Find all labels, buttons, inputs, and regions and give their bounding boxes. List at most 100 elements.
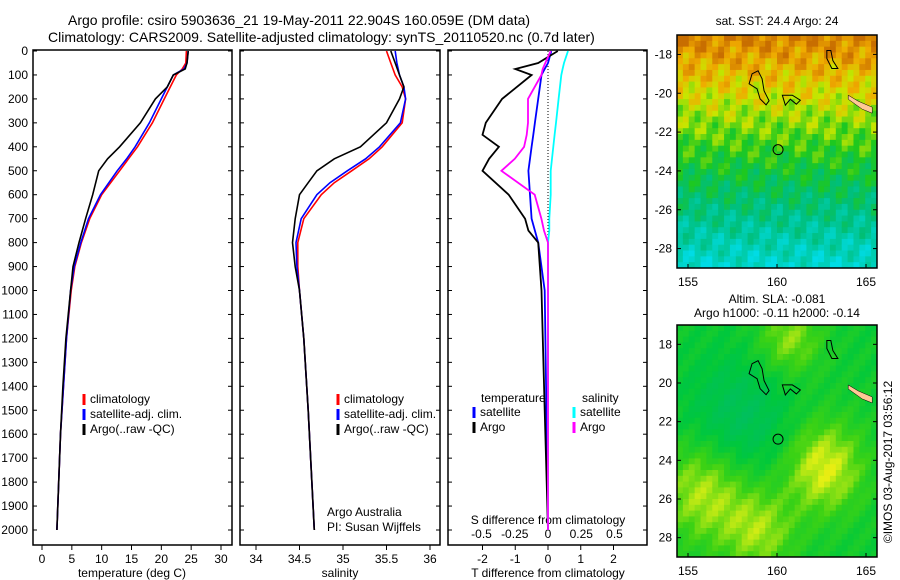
map-cell [806, 539, 813, 546]
map-cell [865, 499, 872, 506]
map-cell [682, 40, 690, 48]
map-cell [835, 238, 843, 246]
map-cell [765, 174, 772, 182]
map-cell [824, 35, 831, 42]
map-cell [806, 87, 813, 94]
map-cell [729, 545, 737, 552]
map-cell [729, 412, 737, 419]
map-cell [712, 475, 719, 483]
map-cell [735, 157, 743, 164]
map-cell [859, 371, 866, 378]
map-cell [841, 394, 849, 401]
map-cell [700, 510, 707, 517]
map-cell [788, 510, 796, 517]
map-cell [777, 180, 784, 187]
map-cell [712, 198, 719, 205]
map-cell [700, 487, 707, 494]
map-cell [871, 250, 878, 257]
map-cell [741, 481, 749, 488]
map-cell [741, 52, 749, 59]
map-cell [771, 145, 778, 153]
map-cell [694, 446, 702, 454]
map-cell [812, 412, 819, 419]
map-cell [771, 325, 778, 332]
map-cell [859, 406, 866, 413]
map-cell [735, 52, 743, 59]
map-cell [729, 186, 737, 193]
map-cell [765, 516, 772, 523]
map-cell [694, 522, 702, 529]
map-cell [688, 151, 696, 158]
depth-tick-label: 700 [8, 212, 28, 226]
map-cell [859, 441, 866, 448]
map-cell [747, 412, 754, 419]
map-cell [741, 406, 749, 413]
map-cell [688, 510, 696, 517]
map-cell [747, 551, 754, 558]
map-cell [706, 157, 713, 164]
map-cell [824, 377, 831, 384]
map-cell [765, 46, 772, 53]
map-cell [853, 262, 860, 269]
map-cell [765, 522, 772, 529]
map-cell [753, 75, 760, 83]
map-cell [729, 116, 737, 123]
map-cell [806, 262, 813, 269]
map-cell [806, 365, 813, 372]
map-cell [759, 481, 766, 488]
map-cell [853, 81, 860, 88]
map-cell [824, 157, 831, 164]
map-cell [688, 215, 696, 222]
map-cell [800, 75, 807, 83]
map-cell [700, 174, 707, 182]
map-cell [782, 87, 790, 94]
map-cell [800, 365, 807, 372]
map-cell [853, 365, 860, 372]
map-cell [682, 388, 690, 396]
map-cell [724, 198, 731, 205]
map-cell [812, 192, 819, 199]
map-cell [806, 145, 813, 153]
map-cell [759, 533, 766, 541]
map-cell [753, 104, 760, 112]
map-cell [782, 151, 790, 158]
map-cell [694, 412, 702, 419]
map-cell [741, 533, 749, 541]
map-cell [706, 522, 713, 529]
map-cell [677, 116, 684, 123]
map-cell [841, 40, 849, 48]
float-position-marker [772, 144, 784, 156]
map-cell [847, 104, 854, 112]
map-cell [712, 348, 719, 355]
map-cell [712, 371, 719, 378]
map-cell [847, 354, 854, 361]
map-cell [800, 244, 807, 252]
map-cell [806, 58, 813, 65]
map-cell [806, 371, 813, 378]
map-cell [794, 446, 802, 454]
map-cell [771, 330, 778, 338]
map-cell [853, 244, 860, 252]
map-cell [735, 417, 743, 425]
map-cell [753, 116, 760, 123]
map-cell [694, 481, 702, 488]
map-cell [777, 354, 784, 361]
map-cell [847, 377, 854, 384]
map-cell [741, 116, 749, 123]
map-cell [865, 359, 872, 367]
map-cell [706, 452, 713, 459]
map-cell [824, 446, 831, 454]
map-cell [735, 233, 743, 240]
map-cell [765, 342, 772, 349]
map-cell [853, 348, 860, 355]
map-lat-tick-label: 26 [659, 492, 673, 506]
map-cell [706, 139, 713, 147]
map-cell [829, 325, 837, 332]
map-cell [677, 342, 684, 349]
map-cell [818, 87, 825, 94]
map-cell [747, 510, 754, 517]
map-cell [859, 400, 866, 407]
map-cell [777, 87, 784, 94]
map-cell [853, 522, 860, 529]
map-cell [829, 227, 837, 234]
